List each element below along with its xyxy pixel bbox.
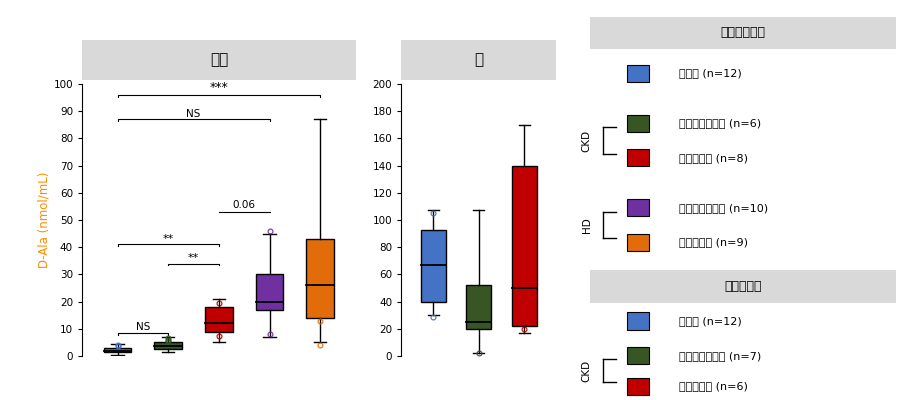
FancyBboxPatch shape xyxy=(626,347,649,364)
FancyBboxPatch shape xyxy=(589,270,896,303)
Bar xyxy=(255,274,283,310)
Bar xyxy=(511,166,537,326)
Text: 0.06: 0.06 xyxy=(232,200,255,210)
Bar xyxy=(466,285,491,329)
FancyBboxPatch shape xyxy=(626,149,649,166)
Text: NS: NS xyxy=(186,108,200,118)
Text: 健常人 (n=12): 健常人 (n=12) xyxy=(679,316,742,326)
Text: 糖尿病併発なし (n=7): 糖尿病併発なし (n=7) xyxy=(679,350,761,360)
Text: 糖尿病併発 (n=6): 糖尿病併発 (n=6) xyxy=(679,381,748,391)
Text: HD: HD xyxy=(581,217,591,233)
Text: ***: *** xyxy=(210,81,228,94)
Bar xyxy=(205,307,232,332)
Bar xyxy=(104,348,131,352)
Text: 糖尿病併発 (n=8): 糖尿病併発 (n=8) xyxy=(679,153,748,163)
FancyBboxPatch shape xyxy=(626,65,649,82)
FancyBboxPatch shape xyxy=(626,312,649,330)
FancyBboxPatch shape xyxy=(626,378,649,395)
Text: 糖尿病併発なし (n=6): 糖尿病併発なし (n=6) xyxy=(679,118,761,128)
Text: NS: NS xyxy=(136,322,150,332)
Text: 健常人 (n=12): 健常人 (n=12) xyxy=(679,68,742,78)
Text: **: ** xyxy=(188,253,199,263)
Text: 尿サンプル: 尿サンプル xyxy=(723,280,762,293)
Text: **: ** xyxy=(162,234,174,244)
Text: CKD: CKD xyxy=(581,130,591,152)
Text: 血漿サンプル: 血漿サンプル xyxy=(720,26,765,40)
Bar xyxy=(306,239,333,318)
Text: 糖尿病併発なし (n=10): 糖尿病併発なし (n=10) xyxy=(679,203,768,213)
FancyBboxPatch shape xyxy=(626,114,649,132)
Bar xyxy=(154,342,182,349)
Bar xyxy=(420,230,445,302)
Text: CKD: CKD xyxy=(581,360,591,382)
Y-axis label: D-Ala (nmol/mL): D-Ala (nmol/mL) xyxy=(37,172,51,268)
Text: 血漿: 血漿 xyxy=(210,52,228,68)
FancyBboxPatch shape xyxy=(589,17,896,49)
FancyBboxPatch shape xyxy=(626,234,649,251)
Text: 糖尿病併発 (n=9): 糖尿病併発 (n=9) xyxy=(679,237,748,247)
FancyBboxPatch shape xyxy=(626,199,649,216)
Text: 尿: 尿 xyxy=(474,52,483,68)
